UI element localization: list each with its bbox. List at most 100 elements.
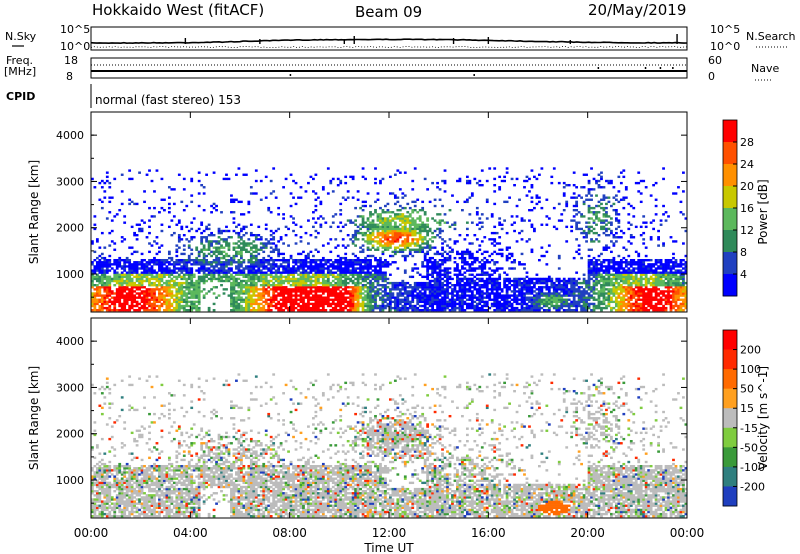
power-cell	[518, 283, 521, 287]
power-cell	[590, 302, 593, 306]
power-cell	[441, 283, 444, 287]
power-cell	[381, 286, 385, 289]
power-cell	[468, 263, 472, 266]
power-cell	[294, 288, 298, 291]
power-cell	[528, 279, 531, 283]
power-cell	[277, 308, 281, 312]
power-cell	[364, 240, 367, 243]
power-cell	[381, 217, 385, 220]
power-cell	[441, 254, 444, 258]
power-cell	[160, 271, 164, 274]
power-cell	[341, 288, 345, 291]
power-cell	[393, 215, 397, 218]
power-cell	[180, 304, 184, 308]
power-cell	[252, 294, 256, 297]
power-cell	[249, 308, 253, 312]
power-cell	[304, 190, 308, 193]
power-cell	[177, 290, 181, 293]
power-cell	[329, 258, 333, 262]
power-cell	[381, 231, 385, 235]
power-cell	[105, 279, 109, 283]
power-cell	[590, 269, 593, 272]
power-cell	[349, 221, 353, 224]
power-cell	[354, 258, 358, 262]
power-cell	[453, 290, 457, 293]
power-cell	[307, 294, 310, 297]
power-cell	[468, 273, 472, 276]
power-cell	[495, 286, 499, 289]
power-cell	[403, 242, 407, 245]
power-cell	[302, 300, 305, 304]
power-cell	[366, 225, 370, 229]
power-cell	[542, 292, 546, 295]
power-cell	[331, 298, 335, 301]
power-cell	[351, 236, 355, 239]
power-cell	[428, 279, 432, 283]
power-cell	[190, 263, 194, 266]
power-cell	[361, 288, 365, 291]
power-cell	[242, 233, 246, 237]
power-cell	[210, 261, 213, 264]
power-cell	[334, 271, 338, 274]
power-cell	[490, 252, 494, 256]
power-cell	[334, 258, 338, 262]
power-cell	[336, 277, 340, 281]
power-cell	[443, 302, 447, 306]
power-cell	[428, 246, 432, 249]
power-cell	[321, 279, 325, 283]
power-cell	[197, 283, 201, 287]
power-cell	[312, 254, 315, 258]
power-cell	[274, 296, 278, 299]
power-cell	[93, 300, 97, 304]
power-cell	[314, 221, 318, 224]
power-cell	[329, 269, 333, 272]
power-cell	[436, 294, 439, 297]
power-cell	[364, 200, 367, 204]
power-cell	[446, 283, 449, 287]
power-cell	[195, 304, 199, 308]
power-cell	[182, 233, 186, 237]
power-cell	[272, 261, 276, 264]
power-cell	[202, 246, 206, 249]
power-cell	[190, 275, 194, 279]
power-cell	[331, 263, 335, 266]
power-cell	[523, 302, 526, 306]
power-cell	[359, 265, 362, 268]
power-cell	[212, 206, 216, 210]
power-cell	[478, 244, 482, 247]
power-cell	[167, 302, 171, 306]
power-cell	[289, 254, 293, 258]
power-cell	[490, 213, 494, 216]
power-cell	[235, 292, 238, 295]
power-cell	[125, 281, 129, 285]
power-cell	[244, 288, 248, 291]
power-cell	[294, 290, 298, 293]
power-cell	[242, 308, 246, 312]
power-cell	[580, 306, 583, 310]
power-cell	[361, 225, 365, 229]
power-cell	[356, 225, 360, 229]
power-cell	[488, 279, 492, 283]
power-cell	[349, 292, 353, 295]
power-cell	[461, 292, 464, 295]
power-cell	[262, 279, 266, 283]
power-cell	[140, 286, 144, 289]
power-cell	[138, 223, 141, 226]
power-cell	[480, 308, 484, 312]
power-cell	[408, 233, 412, 237]
power-cell	[110, 296, 114, 299]
power-cell	[244, 244, 248, 247]
power-cell	[575, 186, 579, 189]
power-cell	[282, 267, 285, 270]
power-cell	[398, 294, 402, 297]
power-cell	[361, 292, 365, 295]
power-cell	[103, 190, 107, 193]
power-cell	[302, 271, 305, 274]
power-cell	[473, 258, 477, 262]
power-cell	[319, 302, 323, 306]
power-cell	[557, 283, 561, 287]
power-cell	[344, 258, 348, 262]
power-cell	[272, 286, 276, 289]
power-cell	[441, 292, 444, 295]
power-cell	[297, 304, 300, 308]
